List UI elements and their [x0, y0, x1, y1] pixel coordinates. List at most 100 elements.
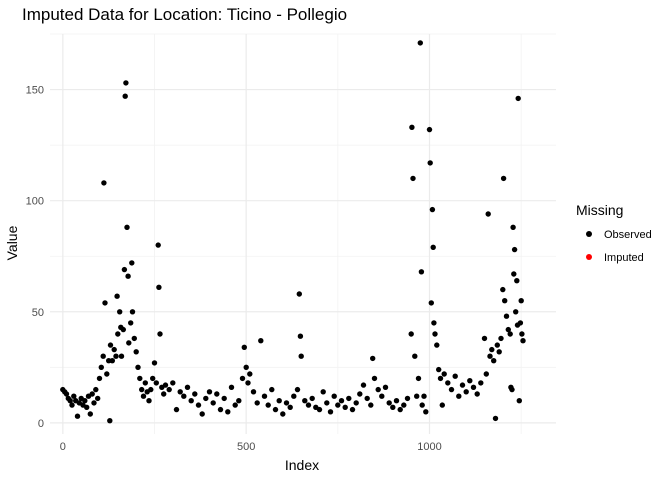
data-point — [170, 380, 176, 386]
data-point — [153, 380, 159, 386]
data-point — [258, 338, 264, 344]
data-point — [437, 375, 444, 382]
data-point — [157, 331, 163, 337]
data-point — [113, 353, 119, 359]
data-point — [496, 349, 502, 355]
data-point — [120, 326, 127, 333]
data-point — [217, 406, 224, 413]
data-point — [379, 393, 385, 399]
data-point — [436, 366, 442, 373]
data-point — [456, 393, 462, 399]
data-point — [195, 402, 202, 408]
data-point — [100, 353, 106, 359]
data-point — [459, 382, 466, 388]
data-point — [107, 418, 113, 424]
data-point — [520, 338, 526, 344]
data-point — [121, 266, 128, 273]
data-point — [518, 298, 524, 304]
data-point — [294, 386, 301, 393]
x-axis-title: Index — [285, 457, 319, 473]
data-point — [483, 371, 489, 377]
data-point — [487, 353, 493, 359]
data-point — [131, 335, 137, 342]
data-point — [410, 175, 416, 182]
data-point — [470, 384, 477, 390]
y-tick-label: 0 — [38, 418, 44, 430]
data-point — [491, 358, 497, 364]
data-point — [155, 242, 161, 248]
data-point — [291, 393, 297, 399]
data-point — [101, 180, 107, 186]
data-point — [297, 333, 304, 339]
data-point — [210, 400, 216, 406]
data-point — [502, 298, 508, 304]
data-point — [239, 375, 246, 382]
data-point — [269, 386, 275, 393]
data-point — [74, 413, 81, 419]
data-point — [109, 358, 116, 364]
data-point — [236, 398, 242, 404]
legend-swatch-imputed — [586, 254, 592, 260]
legend-swatch-observed — [586, 231, 592, 237]
data-point — [342, 404, 348, 410]
data-point — [181, 393, 187, 399]
data-point — [338, 398, 345, 404]
data-point — [203, 395, 209, 402]
data-point — [415, 375, 422, 382]
data-point — [125, 273, 131, 279]
data-point — [129, 309, 136, 315]
data-point — [320, 389, 326, 395]
data-point — [414, 393, 420, 399]
data-point — [162, 382, 169, 388]
data-point — [370, 355, 376, 362]
data-point — [445, 380, 451, 386]
data-point — [417, 40, 423, 46]
x-tick-label: 1000 — [417, 441, 441, 453]
y-axis-title: Value — [4, 225, 20, 260]
data-point — [102, 300, 108, 306]
data-point — [126, 340, 132, 346]
data-point — [305, 402, 312, 408]
data-point — [335, 402, 341, 408]
data-point — [148, 386, 154, 393]
data-point — [98, 364, 105, 370]
data-point — [122, 93, 128, 99]
data-point — [128, 320, 134, 326]
y-axis-ticks: 0 50 100 150 — [26, 85, 44, 430]
data-point — [124, 224, 130, 230]
data-point — [298, 353, 304, 359]
data-point — [360, 382, 367, 388]
chart-title: Imputed Data for Location: Ticino - Poll… — [22, 5, 347, 24]
y-tick-label: 100 — [26, 196, 44, 208]
legend-label-imputed: Imputed — [604, 252, 644, 264]
data-point — [503, 313, 510, 319]
data-point — [357, 391, 363, 397]
data-point — [375, 386, 381, 393]
data-point — [114, 293, 120, 299]
data-point — [184, 384, 191, 390]
data-point — [349, 406, 356, 413]
data-point — [514, 278, 520, 284]
data-point — [241, 344, 247, 350]
data-point — [272, 406, 279, 413]
data-point — [418, 269, 425, 275]
data-point — [397, 406, 403, 413]
data-point — [500, 286, 506, 293]
data-point — [427, 160, 433, 166]
data-point — [492, 415, 499, 422]
data-point — [419, 402, 425, 408]
data-point — [408, 331, 414, 337]
data-point — [150, 375, 156, 382]
data-point — [401, 402, 407, 408]
data-point — [95, 395, 101, 402]
data-point — [426, 126, 433, 133]
data-point — [173, 406, 180, 413]
data-point — [507, 331, 513, 337]
data-point — [280, 411, 286, 417]
data-point — [137, 375, 143, 382]
data-point — [441, 371, 447, 377]
data-point — [324, 400, 330, 406]
data-point — [254, 400, 260, 406]
data-point — [93, 386, 99, 393]
data-point — [428, 300, 434, 306]
